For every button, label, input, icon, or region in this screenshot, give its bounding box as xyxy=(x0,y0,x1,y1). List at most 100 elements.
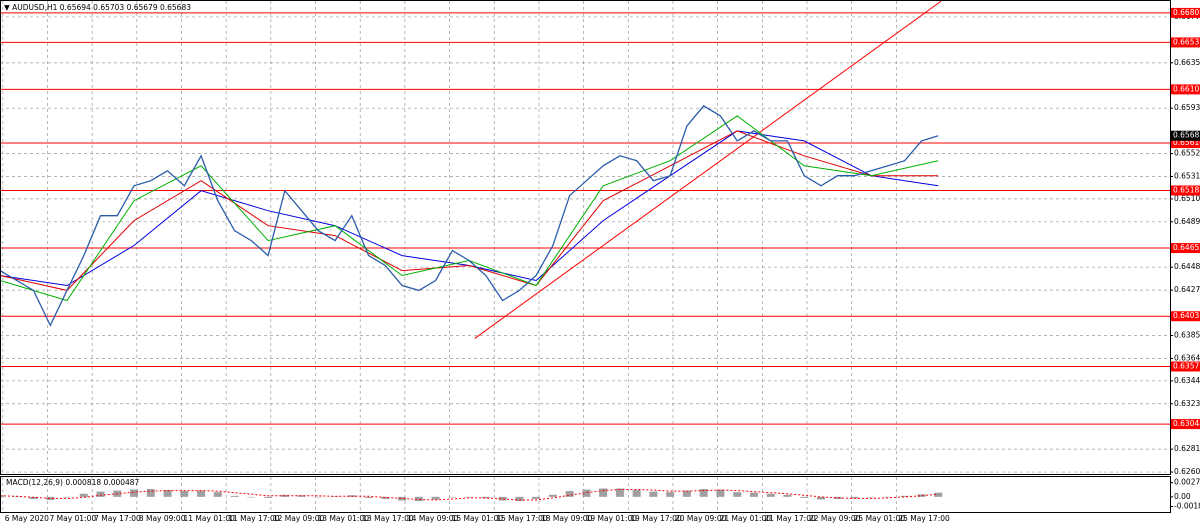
level-label-box xyxy=(1171,419,1200,430)
macd-bar xyxy=(314,496,323,498)
level-label: 0.65182 xyxy=(1173,185,1200,194)
y-tick-label: 0.00 xyxy=(1174,492,1191,501)
x-tick-label: 15 May 17:00 xyxy=(496,514,548,523)
x-tick-label: 14 May 09:00 xyxy=(407,514,459,523)
y-tick-label: 0.63645 xyxy=(1174,353,1200,362)
macd-bar xyxy=(63,496,72,498)
macd-bar xyxy=(733,492,742,497)
x-tick-label: 22 May 09:00 xyxy=(809,514,861,523)
macd-signal: 0.000487 xyxy=(104,478,140,487)
y-tick-label: 0.65105 xyxy=(1174,194,1200,203)
macd-bar xyxy=(247,496,256,498)
macd-bar xyxy=(816,496,825,500)
macd-bar xyxy=(917,494,926,497)
macd-bar xyxy=(766,493,775,497)
low: 0.65679 xyxy=(127,3,158,12)
chart-title: ▼ AUDUSD,H1 0.65694 0.65703 0.65679 0.65… xyxy=(4,3,191,12)
macd-bar xyxy=(381,496,390,499)
macd-bar xyxy=(431,496,440,500)
macd-title: MACD(12,26,9) 0.000818 0.000487 xyxy=(6,478,140,487)
price-line xyxy=(0,105,939,327)
x-tick-label: 7 May 17:00 xyxy=(94,514,141,523)
macd-bar xyxy=(448,496,457,498)
macd-bar xyxy=(297,495,306,497)
macd-bar xyxy=(0,495,4,497)
macd-name: MACD(12,26,9) xyxy=(6,478,63,487)
close: 0.65683 xyxy=(160,3,191,12)
level-label: 0.65616 xyxy=(1173,138,1200,147)
level-label-box xyxy=(1171,311,1200,322)
macd-bar xyxy=(498,496,507,501)
level-label: 0.66107 xyxy=(1173,84,1200,93)
macd-bar xyxy=(749,492,758,497)
level-label-box xyxy=(1171,243,1200,254)
x-tick-label: 7 May 01:00 xyxy=(49,514,96,523)
macd-bar xyxy=(96,491,105,497)
y-tick-label: 0.62815 xyxy=(1174,444,1200,453)
macd-bar xyxy=(934,492,943,497)
y-tick-label: -0.00185 xyxy=(1174,502,1200,511)
trendline xyxy=(474,0,942,339)
x-tick-label: 20 May 09:00 xyxy=(675,514,727,523)
macd-bar xyxy=(79,493,88,497)
x-tick-label: 15 May 01:00 xyxy=(452,514,504,523)
macd-bar xyxy=(800,496,809,498)
macd-bar xyxy=(615,488,624,497)
macd-bar xyxy=(364,496,373,498)
y-tick-label: 0.002708 xyxy=(1174,478,1200,487)
level-label-box xyxy=(1171,138,1200,149)
macd-bar xyxy=(163,490,172,497)
x-tick-label: 21 May 17:00 xyxy=(764,514,816,523)
level-label-box xyxy=(1171,185,1200,196)
macd-bar xyxy=(883,496,892,498)
macd-bar xyxy=(331,496,340,497)
moving-average xyxy=(0,130,939,291)
macd-bar xyxy=(666,492,675,497)
macd-signal xyxy=(0,489,939,501)
x-tick-label: 19 May 01:00 xyxy=(586,514,638,523)
x-tick-label: 11 May 01:00 xyxy=(184,514,236,523)
macd-bar xyxy=(29,496,38,499)
high: 0.65703 xyxy=(93,3,124,12)
macd-bar xyxy=(900,495,909,497)
macd-bar xyxy=(833,496,842,499)
macd-bar xyxy=(130,489,139,497)
level-label: 0.63571 xyxy=(1173,361,1200,370)
x-tick-label: 19 May 17:00 xyxy=(630,514,682,523)
macd-bar xyxy=(632,490,641,497)
macd-bar xyxy=(230,495,239,497)
macd-bar xyxy=(682,490,691,497)
open: 0.65694 xyxy=(60,3,91,12)
macd-bar xyxy=(46,496,55,501)
x-tick-label: 12 May 09:00 xyxy=(273,514,325,523)
x-tick-label: 21 May 01:00 xyxy=(720,514,772,523)
y-tick-label: 0.65935 xyxy=(1174,103,1200,112)
level-label: 0.64031 xyxy=(1173,311,1200,320)
macd-bar xyxy=(481,496,490,499)
x-tick-label: 11 May 17:00 xyxy=(228,514,280,523)
x-tick-label: 6 May 2020 xyxy=(5,514,49,523)
level-label-box xyxy=(1171,84,1200,95)
macd-bar xyxy=(582,489,591,497)
macd-bar xyxy=(264,496,273,498)
level-label: 0.64655 xyxy=(1173,243,1200,252)
macd-bar xyxy=(414,496,423,502)
macd-bar xyxy=(180,491,189,497)
macd-bar xyxy=(532,496,541,499)
symbol: AUDUSD,H1 xyxy=(12,3,57,12)
macd-bar xyxy=(213,492,222,497)
y-tick-label: 0.63855 xyxy=(1174,330,1200,339)
x-tick-label: 13 May 01:00 xyxy=(318,514,370,523)
macd-bar xyxy=(146,488,155,497)
macd-bar xyxy=(716,489,725,497)
level-label-box xyxy=(1171,361,1200,372)
level-label: 0.66807 xyxy=(1173,8,1200,17)
macd-main: 0.000818 xyxy=(65,478,101,487)
